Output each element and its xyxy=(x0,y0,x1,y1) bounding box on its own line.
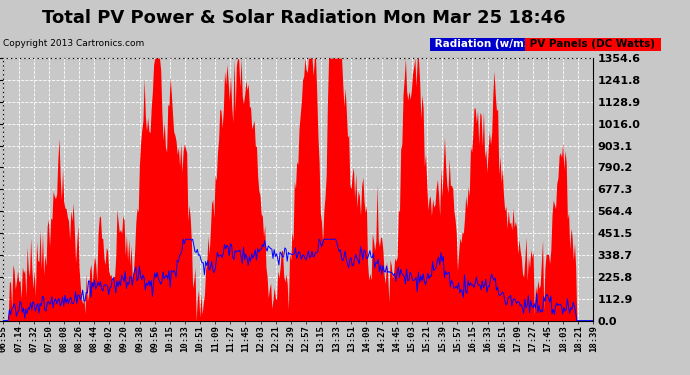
Text: Radiation (w/m2): Radiation (w/m2) xyxy=(431,39,540,50)
Text: PV Panels (DC Watts): PV Panels (DC Watts) xyxy=(526,39,659,50)
Text: Copyright 2013 Cartronics.com: Copyright 2013 Cartronics.com xyxy=(3,39,145,48)
Text: Total PV Power & Solar Radiation Mon Mar 25 18:46: Total PV Power & Solar Radiation Mon Mar… xyxy=(42,9,565,27)
